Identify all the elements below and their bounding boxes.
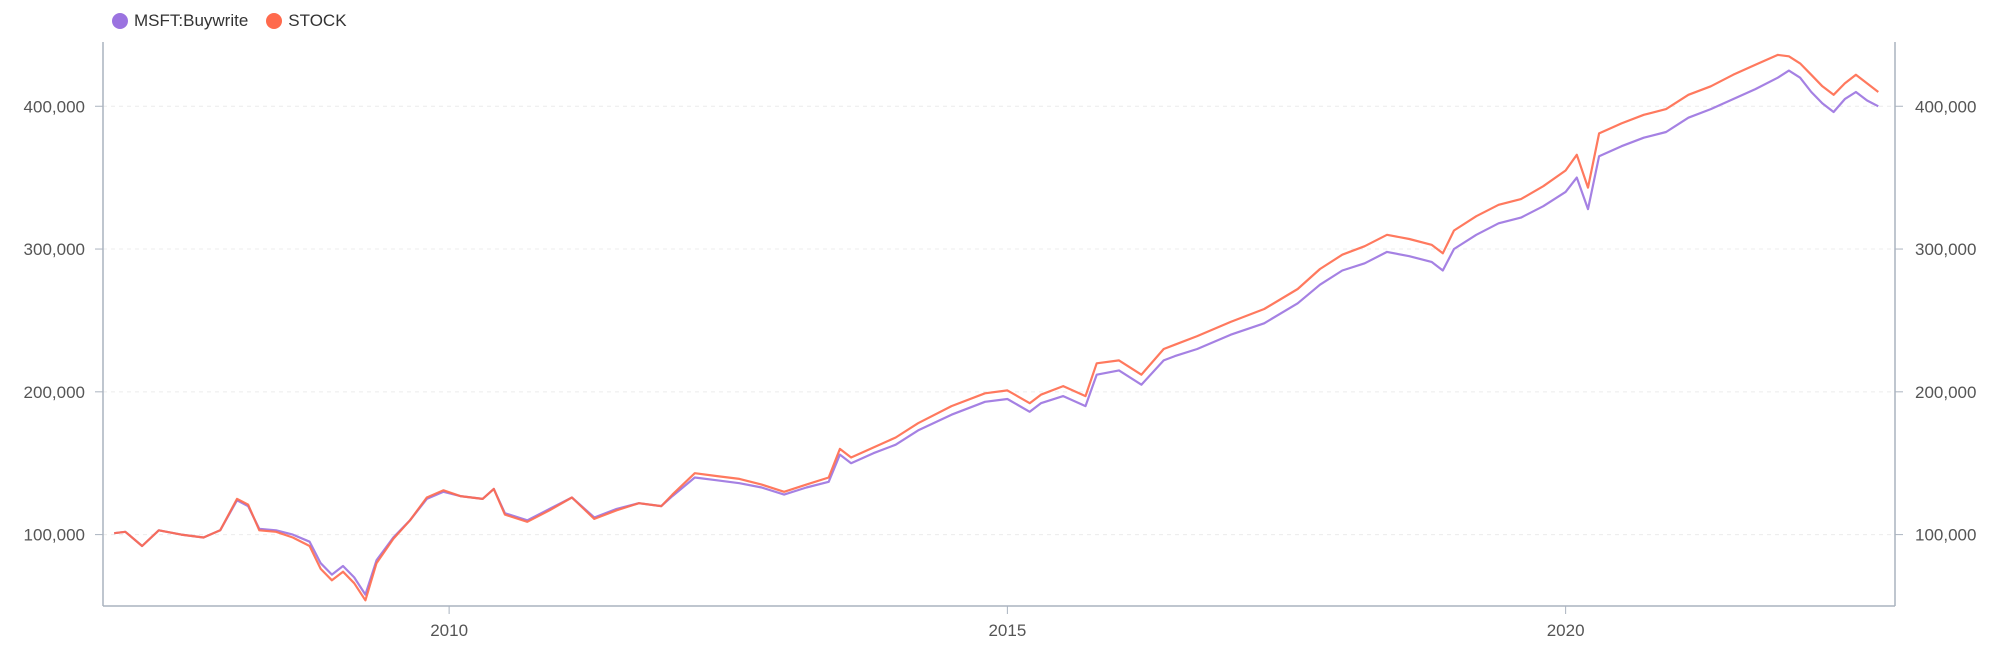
- grid-lines: [103, 105, 1895, 536]
- legend-label: MSFT:Buywrite: [134, 11, 249, 30]
- legend-item-stock[interactable]: STOCK: [266, 11, 347, 31]
- y-tick-label-left: 100,000: [24, 526, 85, 545]
- y-tick-label-left: 300,000: [24, 240, 85, 259]
- series-lines: [114, 53, 1879, 602]
- y-tick-label-right: 300,000: [1915, 240, 1976, 259]
- y-tick-label-right: 100,000: [1915, 526, 1976, 545]
- series-line-msft-buywrite: [114, 69, 1879, 596]
- x-tick-label: 2020: [1547, 621, 1585, 640]
- series-line-stock: [114, 53, 1879, 602]
- legend-dot-icon: [112, 13, 128, 29]
- legend-label: STOCK: [288, 11, 347, 30]
- y-tick-label-right: 200,000: [1915, 383, 1976, 402]
- legend-dot-icon: [266, 13, 283, 29]
- y-tick-label-left: 400,000: [24, 97, 85, 116]
- y-tick-label-right: 400,000: [1915, 97, 1976, 116]
- x-tick-label: 2015: [988, 621, 1026, 640]
- x-tick-label: 2010: [430, 621, 468, 640]
- axes: [95, 42, 1903, 614]
- tick-labels: 100,000 100,000 200,000 200,000 300,000 300,0…: [24, 97, 1977, 640]
- y-tick-label-left: 200,000: [24, 383, 85, 402]
- chart-legend: MSFT:Buywrite STOCK: [112, 8, 347, 34]
- legend-item-msft-buywrite[interactable]: MSFT:Buywrite: [112, 11, 248, 31]
